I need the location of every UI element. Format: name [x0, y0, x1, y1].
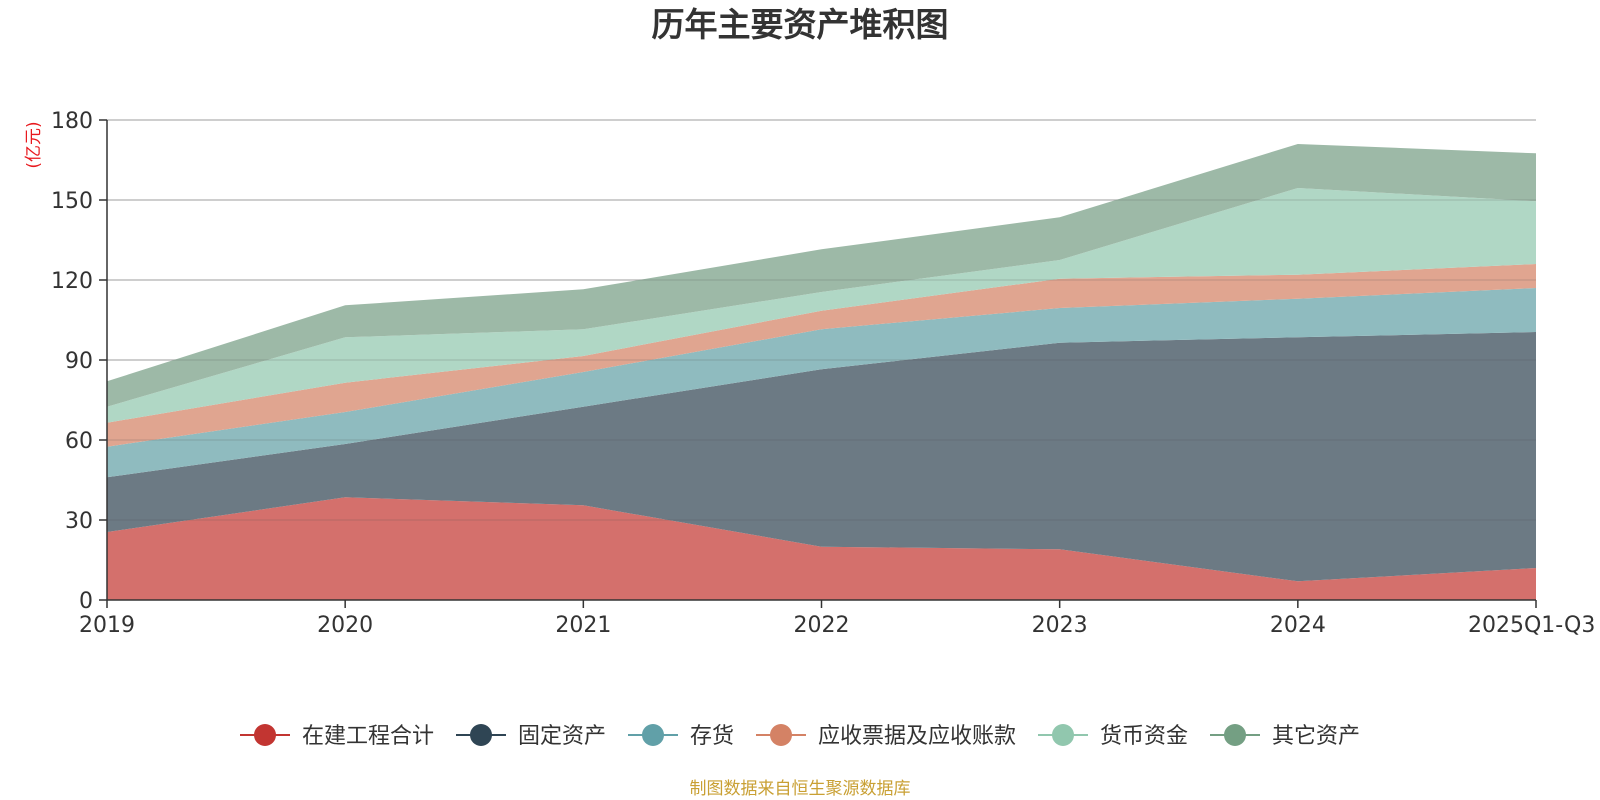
x-tick-label: 2025Q1-Q3 — [1468, 613, 1595, 638]
y-tick-labels: 0 30 60 90 120 150 180 — [51, 109, 93, 614]
legend-marker-icon — [470, 724, 492, 746]
y-tick-label: 0 — [79, 589, 93, 614]
y-tick-label: 150 — [51, 189, 93, 214]
legend-label: 应收票据及应收账款 — [818, 724, 1016, 749]
x-tick-label: 2022 — [794, 613, 850, 638]
legend-marker-icon — [1224, 724, 1246, 746]
legend-label: 在建工程合计 — [302, 724, 434, 749]
area-series-4 — [107, 188, 1536, 423]
x-tick-label: 2023 — [1032, 613, 1088, 638]
chart-title: 历年主要资产堆积图 — [652, 5, 949, 44]
legend-label: 其它资产 — [1272, 724, 1360, 749]
legend-marker-icon — [254, 724, 276, 746]
legend-marker-icon — [770, 724, 792, 746]
legend-label: 货币资金 — [1100, 724, 1188, 749]
legend-item-4[interactable]: 货币资金 — [1038, 724, 1188, 749]
legend-label: 固定资产 — [518, 724, 606, 749]
area-series — [107, 119, 1536, 600]
area-series-2 — [107, 288, 1536, 478]
legend-marker-icon — [1052, 724, 1074, 746]
legend-label: 存货 — [690, 724, 734, 749]
x-tick-label: 2021 — [555, 613, 611, 638]
x-tick-label: 2020 — [317, 613, 373, 638]
x-tick-label: 2024 — [1270, 613, 1326, 638]
y-tick-label: 120 — [51, 269, 93, 294]
legend-item-2[interactable]: 存货 — [628, 724, 734, 749]
area-series-3 — [107, 264, 1536, 447]
legend-item-1[interactable]: 固定资产 — [456, 724, 606, 749]
x-tick-label: 2019 — [79, 613, 135, 638]
y-tick-label: 60 — [65, 429, 93, 454]
legend-item-5[interactable]: 其它资产 — [1210, 724, 1360, 749]
y-tick-label: 180 — [51, 109, 93, 134]
y-axis-unit: (亿元) — [24, 121, 44, 168]
area-series-0 — [107, 497, 1536, 600]
legend-item-0[interactable]: 在建工程合计 — [240, 724, 434, 749]
y-tick-label: 90 — [65, 349, 93, 374]
data-source-note: 制图数据来自恒生聚源数据库 — [690, 779, 911, 799]
area-series-1 — [107, 332, 1536, 582]
legend[interactable]: 在建工程合计 固定资产 存货 应收票据及应收账款 货币资金 其它资产 — [240, 724, 1360, 749]
axes — [99, 119, 1537, 608]
y-tick-label: 30 — [65, 509, 93, 534]
legend-marker-icon — [642, 724, 664, 746]
legend-item-3[interactable]: 应收票据及应收账款 — [756, 724, 1016, 749]
x-tick-labels: 2019 2020 2021 2022 2023 2024 2025Q1-Q3 — [79, 613, 1595, 638]
area-series-5 — [107, 144, 1536, 407]
